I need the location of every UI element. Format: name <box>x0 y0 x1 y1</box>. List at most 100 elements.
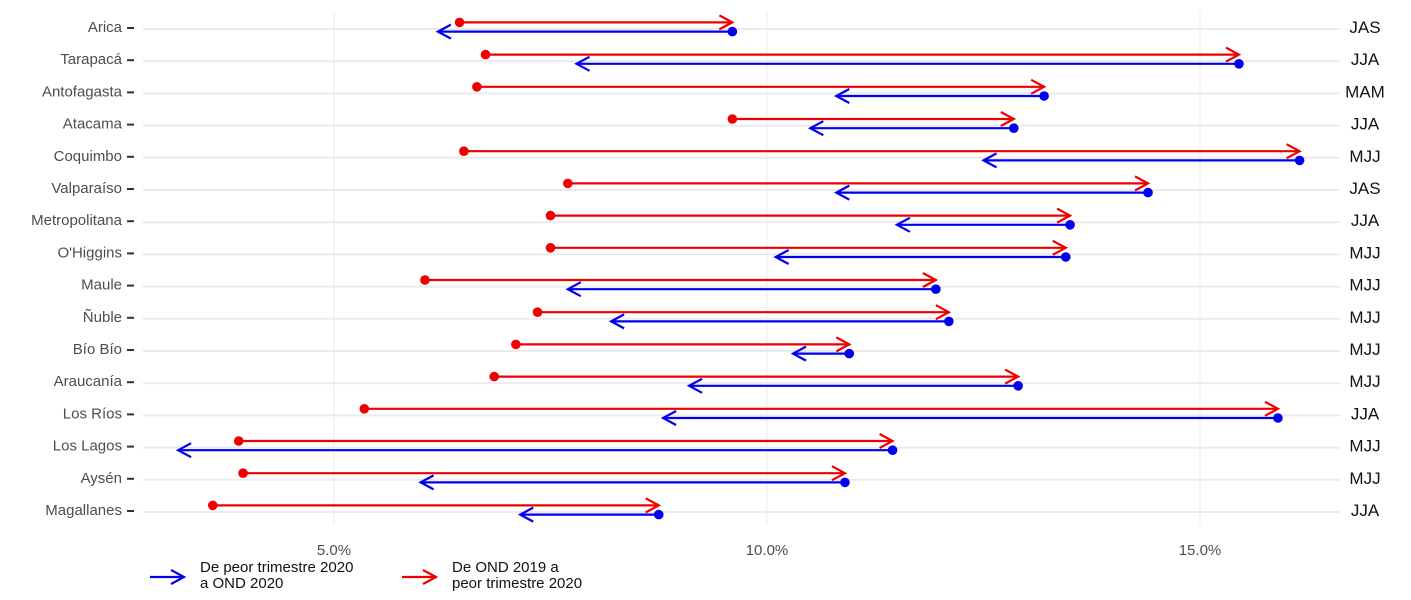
red-arrow <box>459 143 1302 160</box>
red-arrow-head <box>1000 111 1017 127</box>
peak-period-label: JAS <box>1349 18 1380 37</box>
red-arrow-start-point <box>233 436 244 446</box>
blue-arrow-head <box>807 120 824 137</box>
region-label: Bío Bío <box>73 341 122 358</box>
red-arrow-head <box>645 497 662 514</box>
blue-arrow-start-point <box>840 477 850 488</box>
blue-arrow-head <box>175 442 192 459</box>
blue-arrow-start-point <box>1273 413 1283 423</box>
red-arrow <box>545 207 1073 224</box>
blue-arrow <box>517 506 664 523</box>
blue-arrow <box>608 313 954 330</box>
red-arrow-head <box>831 465 848 482</box>
red-arrow-head <box>1030 78 1047 95</box>
blue-arrow <box>833 88 1049 104</box>
blue-arrow-head <box>981 152 998 169</box>
red-arrow <box>454 14 735 31</box>
region-label: Aysén <box>81 470 122 487</box>
peak-period-label: MJJ <box>1349 147 1380 166</box>
blue-arrow <box>894 216 1075 233</box>
region-label: Magallanes <box>45 502 122 519</box>
blue-arrow-start-point <box>1294 155 1305 166</box>
blue-arrow-head <box>574 55 591 72</box>
blue-arrow <box>418 474 850 491</box>
blue-arrow <box>686 377 1023 394</box>
red-arrow-start-point <box>727 114 738 124</box>
peak-period-label: MJJ <box>1349 276 1380 295</box>
red-arrow-start-point <box>480 49 491 60</box>
red-arrow-head <box>718 14 735 31</box>
peak-period-label: JAS <box>1349 179 1380 198</box>
region-label: Coquimbo <box>54 148 122 165</box>
x-axis-ticks: 5.0% 10.0% 15.0% <box>317 542 1221 559</box>
red-arrow-start-point <box>472 82 482 92</box>
series-layer <box>175 14 1305 523</box>
red-arrow-head <box>1004 368 1021 385</box>
legend-label: peor trimestre 2020 <box>452 575 582 592</box>
peak-period-label: MAM <box>1345 82 1385 101</box>
region-label: Maule <box>81 277 122 294</box>
region-label: Arica <box>88 19 123 36</box>
red-arrow <box>238 465 848 482</box>
red-arrow-start-point <box>511 339 521 350</box>
region-label: Araucanía <box>54 373 123 390</box>
blue-arrow-head <box>608 313 625 330</box>
red-arrow <box>532 304 952 321</box>
blue-arrow <box>660 410 1283 426</box>
peak-period-labels: JAS JJA MAM JJA MJJ JAS JJA MJJ MJJ MJJ MJJ MJJ JJA M… <box>1345 18 1385 520</box>
red-arrow-head <box>1052 239 1069 256</box>
red-arrow-head <box>922 272 939 288</box>
peak-period-label: MJJ <box>1349 372 1380 391</box>
red-arrow-start-point <box>420 275 430 285</box>
blue-arrow <box>833 184 1153 201</box>
red-arrow <box>727 111 1017 127</box>
red-arrow <box>233 433 895 449</box>
x-tick-label: 10.0% <box>746 542 789 559</box>
region-label: Metropolitana <box>31 212 123 229</box>
region-label: Ñuble <box>83 309 122 326</box>
red-arrow <box>472 78 1047 95</box>
red-arrow <box>420 272 939 288</box>
red-arrow-start-point <box>459 146 469 156</box>
red-arrow <box>489 368 1021 385</box>
x-tick-label: 5.0% <box>317 542 351 559</box>
red-arrow <box>207 497 662 514</box>
red-arrow-head <box>879 433 895 449</box>
red-arrow-start-point <box>489 371 500 382</box>
grid-layer <box>143 12 1340 525</box>
blue-arrow-start-point <box>1009 123 1019 133</box>
region-label: Los Ríos <box>63 405 122 422</box>
peak-period-label: JJA <box>1351 404 1380 423</box>
red-arrow-start-point <box>545 243 556 253</box>
blue-arrow-start-point <box>931 284 941 295</box>
blue-arrow-head <box>565 281 582 298</box>
blue-arrow <box>807 120 1019 137</box>
red-arrow-head <box>935 304 952 321</box>
legend-key-arrowhead <box>422 569 439 585</box>
red-arrow <box>545 239 1069 256</box>
blue-arrow-head <box>773 249 790 265</box>
red-arrow-head <box>1056 207 1073 224</box>
peak-period-label: MJJ <box>1349 243 1380 262</box>
blue-arrow-head <box>686 377 703 394</box>
blue-arrow-start-point <box>1143 187 1153 198</box>
blue-arrow <box>773 249 1071 265</box>
red-arrow <box>511 336 852 353</box>
legend-label: a OND 2020 <box>200 575 283 592</box>
blue-arrow-start-point <box>1013 381 1023 391</box>
red-arrow-head <box>1286 143 1302 160</box>
blue-arrow-start-point <box>1234 59 1244 69</box>
peak-period-label: MJJ <box>1349 437 1380 456</box>
red-arrow <box>359 400 1281 417</box>
red-arrow-head <box>1264 400 1281 417</box>
blue-arrow-start-point <box>887 445 898 456</box>
blue-arrow-head <box>833 88 850 104</box>
blue-arrow-start-point <box>1060 252 1071 262</box>
red-arrow <box>563 175 1151 192</box>
region-label: Los Lagos <box>53 438 122 455</box>
legend-label: De OND 2019 a <box>452 559 559 576</box>
x-tick-label: 15.0% <box>1179 542 1222 559</box>
